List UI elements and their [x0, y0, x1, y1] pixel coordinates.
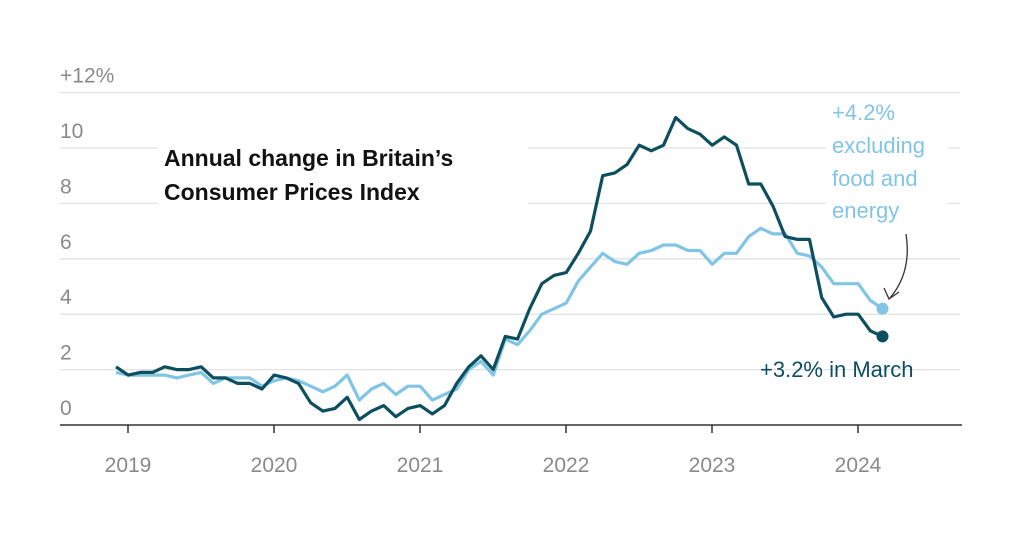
x-axis: 2019 2020 2021 2022 2023 2024 [60, 424, 962, 477]
core-annotation-background [826, 96, 948, 224]
core-annotation-line-3: food and [832, 166, 918, 191]
y-tick-label: 2 [60, 342, 72, 365]
core-annotation: +4.2% excluding food and energy [832, 100, 925, 223]
y-tick-label: 4 [60, 286, 72, 309]
headline-endpoint-marker [876, 330, 889, 343]
y-tick-label: 10 [60, 120, 83, 143]
title-background [158, 138, 528, 210]
x-tick-label: 2022 [543, 454, 590, 477]
x-tick-label: 2023 [689, 454, 736, 477]
core-annotation-line-4: energy [832, 198, 899, 223]
y-tick-label: 6 [60, 231, 72, 254]
y-axis-tick-labels: 0 2 4 6 8 10 +12% [60, 65, 114, 420]
chart-title-line-1: Annual change in Britain’s [164, 145, 453, 171]
core-endpoint-marker [876, 302, 889, 315]
annotation-arrow [889, 233, 908, 299]
headline-series-line [115, 115, 884, 422]
x-tick-label: 2019 [105, 454, 152, 477]
gridlines [60, 91, 960, 371]
y-tick-label: 0 [60, 397, 72, 420]
core-annotation-line-2: excluding [832, 133, 925, 158]
headline-annotation: +3.2% in March [760, 357, 913, 382]
annotation-arrowhead [883, 287, 900, 300]
series-lines [115, 115, 889, 422]
y-tick-label: +12% [60, 65, 114, 88]
x-tick-label: 2020 [251, 454, 298, 477]
core-annotation-line-1: +4.2% [832, 100, 895, 125]
y-tick-label: 8 [60, 175, 72, 198]
x-tick-label: 2021 [397, 454, 444, 477]
chart-title-line-2: Consumer Prices Index [164, 179, 420, 205]
x-tick-label: 2024 [835, 454, 882, 477]
